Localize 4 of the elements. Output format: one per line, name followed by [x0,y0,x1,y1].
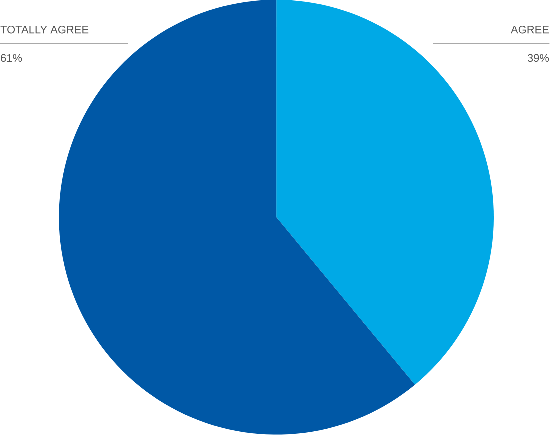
slice-label: TOTALLY AGREE [0,26,89,34]
data-label: 61% [1,54,22,62]
data-label: 39% [528,54,550,62]
slice-label: AGREE [511,26,549,34]
